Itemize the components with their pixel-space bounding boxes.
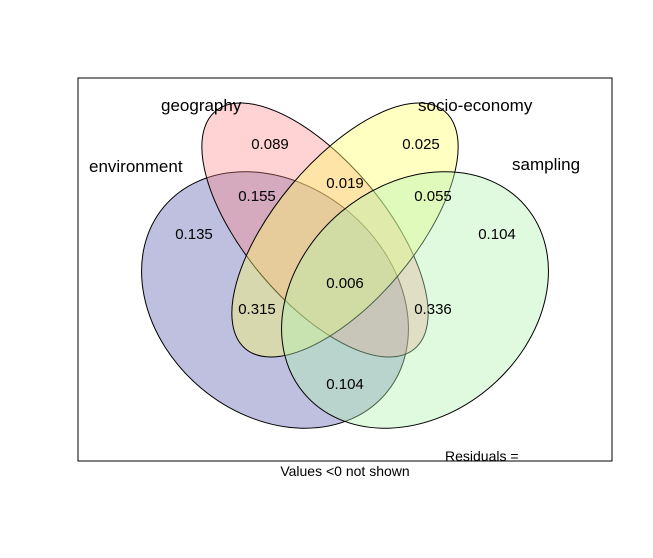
value-environment-geography: 0.155: [238, 188, 276, 205]
footer-note: Values <0 not shown: [280, 463, 409, 479]
set-label-environment: environment: [89, 157, 183, 176]
value-geography-socio-economy: 0.019: [326, 175, 364, 192]
value-environment-only: 0.135: [175, 226, 213, 243]
geography-ellipse: [201, 102, 429, 358]
value-socio-economy-sampling: 0.055: [414, 188, 452, 205]
value-environment-sampling: 0.104: [326, 376, 364, 393]
value-all-four: 0.006: [326, 275, 364, 292]
set-label-geography: geography: [161, 96, 242, 115]
environment-ellipse: [141, 171, 409, 429]
plot-frame: [77, 77, 613, 462]
value-geography-sampling: 0.336: [414, 301, 452, 318]
set-label-socio-economy: socio-economy: [418, 96, 533, 115]
value-environment-socio-economy: 0.315: [238, 301, 276, 318]
value-socio-economy-only: 0.025: [402, 136, 440, 153]
value-sampling-only: 0.104: [478, 226, 516, 243]
residuals-label: Residuals =: [445, 448, 519, 464]
set-label-sampling: sampling: [512, 155, 580, 174]
socio-economy-ellipse: [231, 102, 459, 358]
sampling-ellipse: [281, 171, 549, 429]
value-geography-only: 0.089: [251, 136, 289, 153]
